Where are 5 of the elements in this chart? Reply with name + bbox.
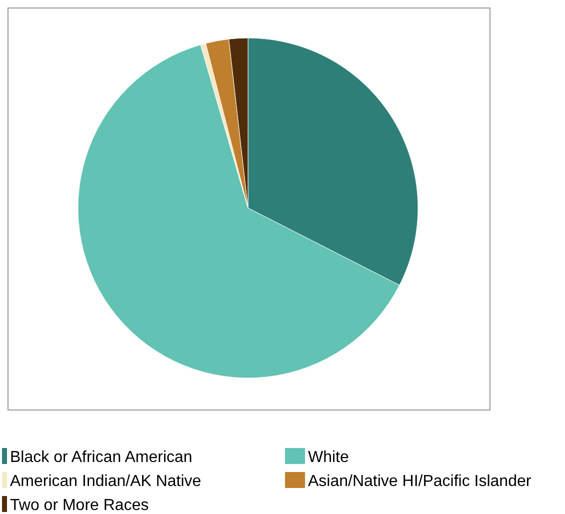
legend-label: Asian/Native HI/Pacific Islander xyxy=(308,473,532,490)
legend-label: Two or More Races xyxy=(10,497,149,514)
legend-label: White xyxy=(308,449,349,466)
legend-label: American Indian/AK Native xyxy=(10,473,202,490)
legend-label: Black or African American xyxy=(10,449,192,466)
